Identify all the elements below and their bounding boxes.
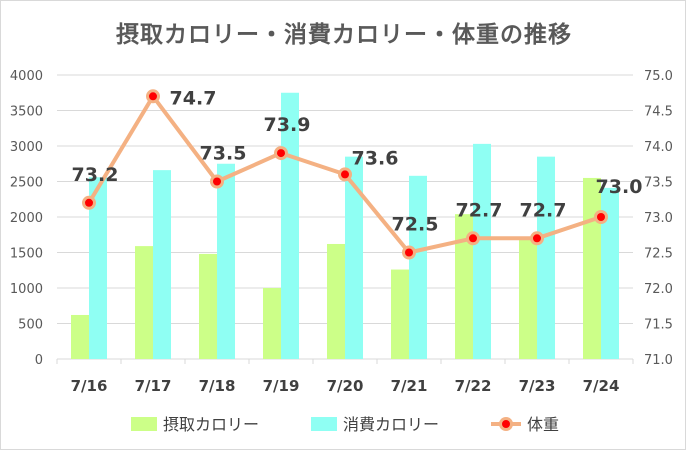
y-left-tick-label: 2000 <box>10 211 43 226</box>
legend-label: 体重 <box>527 415 559 434</box>
y-left-tick-label: 2500 <box>10 176 43 191</box>
bar-intake <box>199 253 217 359</box>
weight-data-label: 74.7 <box>170 87 217 109</box>
legend-label: 消費カロリー <box>343 415 439 434</box>
x-tick-label: 7/22 <box>455 377 492 395</box>
weight-data-label: 72.5 <box>392 214 439 236</box>
weight-marker <box>597 213 605 221</box>
weight-marker <box>405 248 413 257</box>
x-tick-label: 7/24 <box>583 377 620 395</box>
bar-burned <box>409 175 427 359</box>
legend-swatch <box>131 417 157 431</box>
weight-marker <box>341 170 349 179</box>
bar-intake <box>327 243 345 359</box>
x-tick-label: 7/23 <box>519 377 556 395</box>
weight-marker <box>469 234 477 243</box>
bar-intake <box>391 269 409 359</box>
weight-data-label: 73.2 <box>72 164 119 186</box>
y-left-tick-label: 3500 <box>10 105 43 120</box>
y-left-tick-label: 0 <box>35 353 43 368</box>
y-right-tick-label: 72.0 <box>644 282 673 297</box>
y-left-tick-label: 4000 <box>10 69 43 84</box>
bar-burned <box>217 163 235 359</box>
bar-burned <box>473 143 491 359</box>
weight-data-label: 73.6 <box>352 147 399 169</box>
bar-intake <box>455 214 473 359</box>
x-tick-label: 7/20 <box>327 377 364 395</box>
chart-title: 摂取カロリー・消費カロリー・体重の推移 <box>116 22 572 48</box>
bar-burned <box>601 187 619 359</box>
weight-marker <box>533 234 541 243</box>
bar-intake <box>135 246 153 359</box>
y-right-tick-label: 71.0 <box>644 353 673 368</box>
weight-data-label: 73.9 <box>264 114 311 136</box>
y-right-tick-label: 73.5 <box>644 176 673 191</box>
y-right-tick-label: 75.0 <box>644 69 673 84</box>
x-tick-label: 7/21 <box>391 377 428 395</box>
y-left-tick-label: 500 <box>18 318 43 333</box>
y-right-tick-label: 74.0 <box>644 140 673 155</box>
y-right-tick-label: 72.5 <box>644 247 673 262</box>
y-right-tick-label: 71.5 <box>644 318 673 333</box>
y-right-tick-label: 74.5 <box>644 105 673 120</box>
legend-label: 摂取カロリー <box>163 415 259 434</box>
weight-data-label: 72.7 <box>456 199 503 221</box>
weight-marker <box>85 198 93 207</box>
x-tick-label: 7/19 <box>263 377 300 395</box>
bar-burned <box>153 170 171 359</box>
bar-burned <box>537 156 555 359</box>
weight-marker <box>277 149 285 158</box>
x-tick-label: 7/17 <box>135 377 172 395</box>
bar-burned <box>89 177 107 359</box>
weight-data-label: 73.5 <box>200 143 247 165</box>
bar-intake <box>583 177 601 359</box>
bar-intake <box>71 314 89 359</box>
bar-intake <box>519 239 537 359</box>
x-tick-label: 7/16 <box>71 377 108 395</box>
bar-burned <box>345 156 363 359</box>
y-left-tick-label: 1500 <box>10 247 43 262</box>
legend-marker <box>502 420 510 428</box>
weight-marker <box>213 177 221 186</box>
weight-data-label: 73.0 <box>596 176 643 198</box>
y-left-tick-label: 3000 <box>10 140 43 155</box>
legend-swatch <box>311 417 337 431</box>
y-right-tick-label: 73.0 <box>644 211 673 226</box>
x-tick-label: 7/18 <box>199 377 236 395</box>
weight-marker <box>149 92 157 101</box>
bar-intake <box>263 288 281 359</box>
y-left-tick-label: 1000 <box>10 282 43 297</box>
weight-data-label: 72.7 <box>520 199 567 221</box>
